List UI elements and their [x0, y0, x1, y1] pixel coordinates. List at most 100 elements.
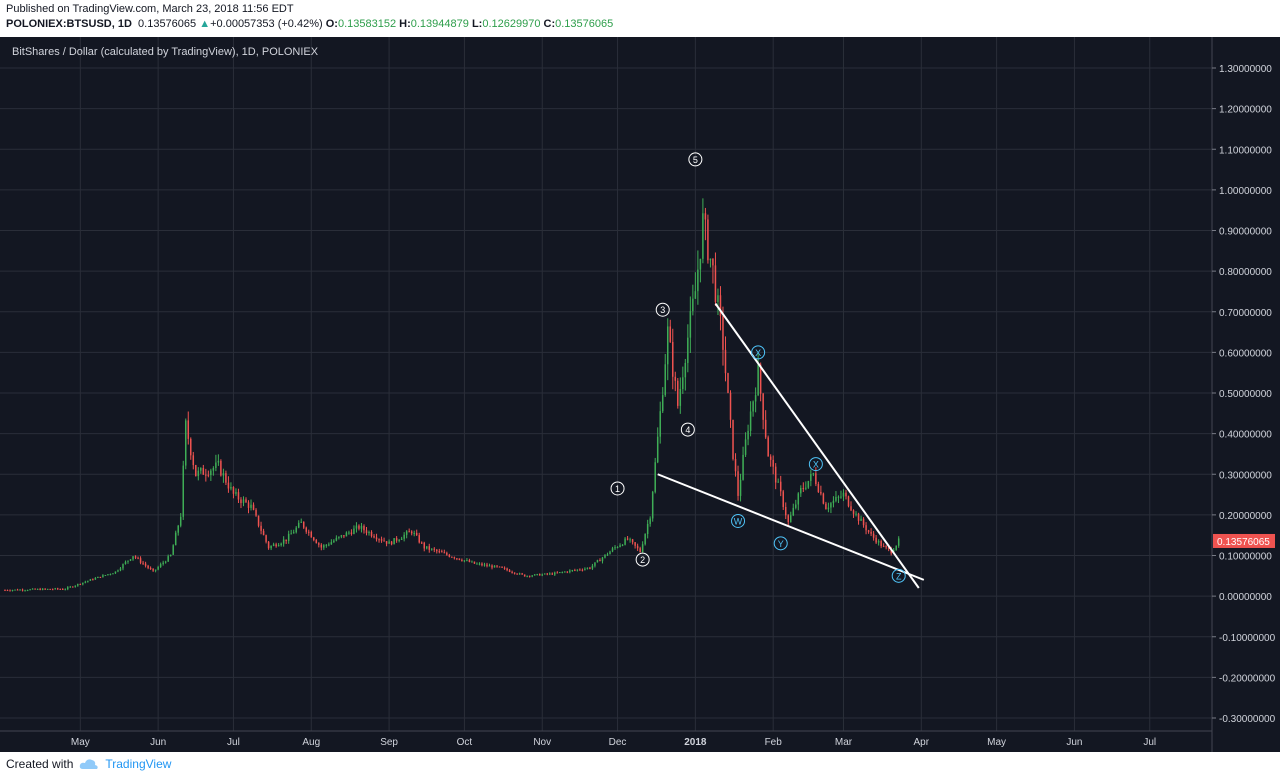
price-tick-label: 0.00000000 — [1219, 592, 1272, 603]
candle-body — [112, 573, 114, 575]
candle-body — [486, 564, 488, 566]
candle-body — [132, 556, 134, 560]
candle-body — [599, 560, 601, 562]
time-axis[interactable]: May Jun Jul Aug Sep Oct Nov Dec 2018 Feb Mar Apr May… — [71, 737, 1156, 748]
candle-body — [252, 504, 255, 510]
candle-body — [629, 539, 631, 541]
candle-body — [107, 574, 109, 576]
candle-body — [102, 575, 104, 578]
candle-body — [323, 545, 325, 548]
candle-body — [134, 556, 137, 558]
candle-body — [350, 532, 353, 534]
candle-body — [410, 531, 413, 534]
candle-body — [217, 460, 220, 463]
wave-label-circle — [808, 457, 823, 472]
candle-body — [840, 496, 842, 498]
candle-body — [378, 539, 380, 541]
candle-body — [167, 556, 169, 562]
candle-body — [365, 530, 368, 534]
candle-body — [523, 574, 526, 577]
candle-body — [634, 542, 636, 546]
price-change: +0.00057353 (+0.42%) — [210, 18, 323, 30]
candle-body — [574, 570, 576, 572]
candle-body — [290, 533, 292, 535]
candle-body — [882, 546, 885, 548]
candlestick-chart[interactable]: 1 2 3 4 5 W X Y X Z 1.30000000 1.20000000 1.1000000… — [0, 37, 1280, 752]
candle-body — [782, 491, 784, 507]
trendlines[interactable] — [657, 303, 925, 589]
candle-body — [865, 525, 867, 531]
candle-body — [302, 521, 305, 528]
candle-body — [74, 585, 77, 587]
candle-body — [122, 564, 124, 569]
candle-body — [867, 530, 870, 532]
candle-body — [857, 513, 860, 521]
candle-body — [230, 487, 232, 489]
candle-body — [621, 544, 624, 546]
candle-body — [679, 388, 682, 406]
price-tick-label: 1.00000000 — [1219, 186, 1272, 197]
candle-body — [169, 554, 172, 557]
time-tick-label: Sep — [380, 737, 398, 748]
candle-body — [792, 507, 795, 516]
candle-body — [611, 548, 614, 552]
candle-body — [579, 569, 581, 571]
candle-body — [764, 419, 767, 438]
wave-label: X — [813, 460, 819, 470]
wave-label: 2 — [640, 555, 645, 565]
price-tick-label: 0.70000000 — [1219, 308, 1272, 319]
candle-body — [682, 377, 684, 389]
candle-body — [511, 571, 513, 573]
candle-body — [717, 295, 719, 302]
candle-body — [885, 546, 887, 548]
candle-body — [619, 545, 621, 547]
price-tick-label: 0.40000000 — [1219, 430, 1272, 441]
candle-body — [513, 572, 516, 574]
candle-body — [757, 364, 759, 396]
candle-body — [496, 565, 498, 567]
candle-body — [895, 545, 897, 550]
candle-body — [287, 533, 290, 541]
candle-body — [14, 589, 16, 591]
candle-body — [880, 541, 882, 547]
price-tag-label: 0.13576065 — [1217, 537, 1270, 548]
candle-body — [805, 487, 807, 489]
candle-body — [420, 542, 423, 544]
candle-body — [353, 528, 355, 534]
candle-body — [227, 482, 230, 489]
candle-body — [200, 467, 202, 471]
candle-body — [591, 565, 594, 569]
candle-body — [164, 561, 167, 563]
candle-body — [39, 588, 41, 591]
candle-body — [345, 532, 348, 537]
time-tick-label: May — [71, 737, 90, 748]
candle-body — [368, 531, 370, 534]
chart-area[interactable]: 1 2 3 4 5 W X Y X Z 1.30000000 1.20000000 1.1000000… — [0, 37, 1280, 752]
price-axis[interactable]: 1.30000000 1.20000000 1.10000000 1.00000000… — [1212, 64, 1276, 725]
candle-body — [463, 560, 466, 562]
candle-body — [877, 541, 880, 543]
candle-body — [222, 473, 225, 476]
wave-label: Y — [778, 539, 784, 549]
candle-body — [807, 480, 810, 488]
candle-body — [749, 411, 752, 431]
candle-body — [340, 535, 343, 537]
candle-body — [197, 470, 200, 477]
tradingview-brand[interactable]: TradingView — [105, 757, 172, 771]
candle-body — [734, 458, 737, 472]
candle-body — [516, 573, 518, 575]
candle-body — [97, 576, 99, 578]
candle-body — [769, 456, 772, 460]
trendline-lower — [657, 473, 925, 581]
candle-body — [654, 462, 656, 492]
candle-body — [774, 466, 777, 483]
candle-body — [832, 500, 835, 504]
candle-body — [644, 534, 646, 545]
candle-body — [438, 551, 441, 553]
candle-body — [536, 573, 538, 575]
candle-body — [328, 544, 330, 546]
candle-body — [355, 525, 358, 529]
candle-body — [99, 576, 102, 578]
candle-body — [684, 362, 687, 378]
candle-body — [855, 513, 857, 515]
